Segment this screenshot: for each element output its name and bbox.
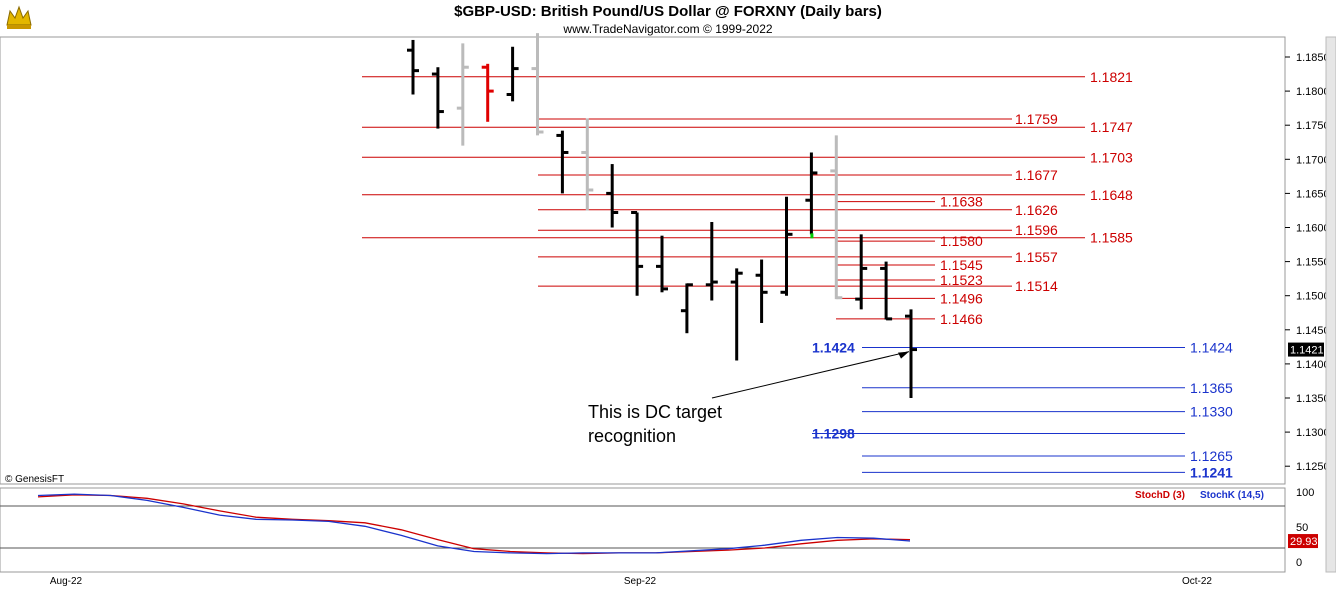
price-tick-label: 1.1400 bbox=[1296, 359, 1330, 371]
price-tick-label: 1.1250 bbox=[1296, 461, 1330, 473]
stoch-last-box bbox=[1288, 534, 1318, 549]
price-tick-label: 1.1300 bbox=[1296, 427, 1330, 439]
price-tick-label: 1.1800 bbox=[1296, 86, 1330, 98]
chart-title: $GBP-USD: British Pound/US Dollar @ FORX… bbox=[454, 3, 882, 20]
price-tick-label: 1.1500 bbox=[1296, 291, 1330, 303]
level-label: 1.1424 bbox=[1190, 340, 1233, 356]
price-tick-label: 1.1650 bbox=[1296, 188, 1330, 200]
stoch-tick-label: 100 bbox=[1296, 487, 1314, 499]
level-label: 1.1585 bbox=[1090, 230, 1133, 246]
annotation-text: recognition bbox=[588, 426, 676, 446]
annotation-arrowhead bbox=[898, 351, 909, 359]
price-tick-label: 1.1600 bbox=[1296, 223, 1330, 235]
stoch-panel-frame bbox=[0, 487, 1286, 573]
level-label: 1.1821 bbox=[1090, 69, 1133, 85]
stoch-legend-k: StochK (14,5) bbox=[1200, 490, 1264, 501]
price-tick-label: 1.1450 bbox=[1296, 325, 1330, 337]
scrollbar-track bbox=[1325, 36, 1336, 573]
level-label: 1.1365 bbox=[1190, 380, 1233, 396]
level-label: 1.1596 bbox=[1015, 222, 1058, 238]
level-label: 1.1241 bbox=[1190, 464, 1233, 480]
level-label: 1.1747 bbox=[1090, 119, 1133, 135]
last-price-label: 1.1421 bbox=[1290, 345, 1324, 357]
watermark: © GenesisFT bbox=[5, 474, 64, 485]
annotation-arrow bbox=[711, 351, 910, 399]
level-label: 1.1580 bbox=[940, 233, 983, 249]
level-label: 1.1523 bbox=[940, 272, 983, 288]
x-tick-label: Aug-22 bbox=[50, 576, 83, 587]
level-label: 1.1638 bbox=[940, 194, 983, 210]
level-label: 1.1330 bbox=[1190, 404, 1233, 420]
stoch-series-line bbox=[37, 493, 911, 555]
level-label: 1.1759 bbox=[1015, 111, 1058, 127]
signal-marker bbox=[810, 233, 814, 239]
stoch-legend-d: StochD (3) bbox=[1135, 490, 1185, 501]
stoch-last-label: 29.93 bbox=[1290, 536, 1318, 548]
price-tick-label: 1.1850 bbox=[1296, 52, 1330, 64]
level-label: 1.1545 bbox=[940, 257, 983, 273]
level-label: 1.1424 bbox=[812, 340, 855, 356]
level-label: 1.1466 bbox=[940, 311, 983, 327]
price-tick-label: 1.1350 bbox=[1296, 393, 1330, 405]
price-panel-frame bbox=[0, 36, 1286, 485]
price-tick-label: 1.1550 bbox=[1296, 257, 1330, 269]
chart-copyright: www.TradeNavigator.com © 1999-2022 bbox=[563, 22, 773, 36]
level-label: 1.1626 bbox=[1015, 202, 1058, 218]
stoch-tick-label: 50 bbox=[1296, 522, 1308, 534]
level-label: 1.1557 bbox=[1015, 249, 1058, 265]
last-price-box bbox=[1288, 342, 1324, 357]
level-label: 1.1298 bbox=[812, 425, 855, 441]
annotation-text: This is DC target bbox=[588, 402, 722, 422]
x-tick-label: Sep-22 bbox=[624, 576, 657, 587]
stoch-tick-label: 0 bbox=[1296, 557, 1302, 569]
level-label: 1.1648 bbox=[1090, 187, 1133, 203]
price-tick-label: 1.1750 bbox=[1296, 120, 1330, 132]
stoch-series-line bbox=[37, 494, 911, 555]
level-label: 1.1265 bbox=[1190, 448, 1233, 464]
level-label: 1.1703 bbox=[1090, 149, 1133, 165]
level-label: 1.1496 bbox=[940, 290, 983, 306]
level-label: 1.1677 bbox=[1015, 167, 1058, 183]
level-label: 1.1514 bbox=[1015, 278, 1058, 294]
price-tick-label: 1.1700 bbox=[1296, 154, 1330, 166]
x-tick-label: Oct-22 bbox=[1182, 576, 1212, 587]
crown-logo bbox=[6, 5, 32, 29]
